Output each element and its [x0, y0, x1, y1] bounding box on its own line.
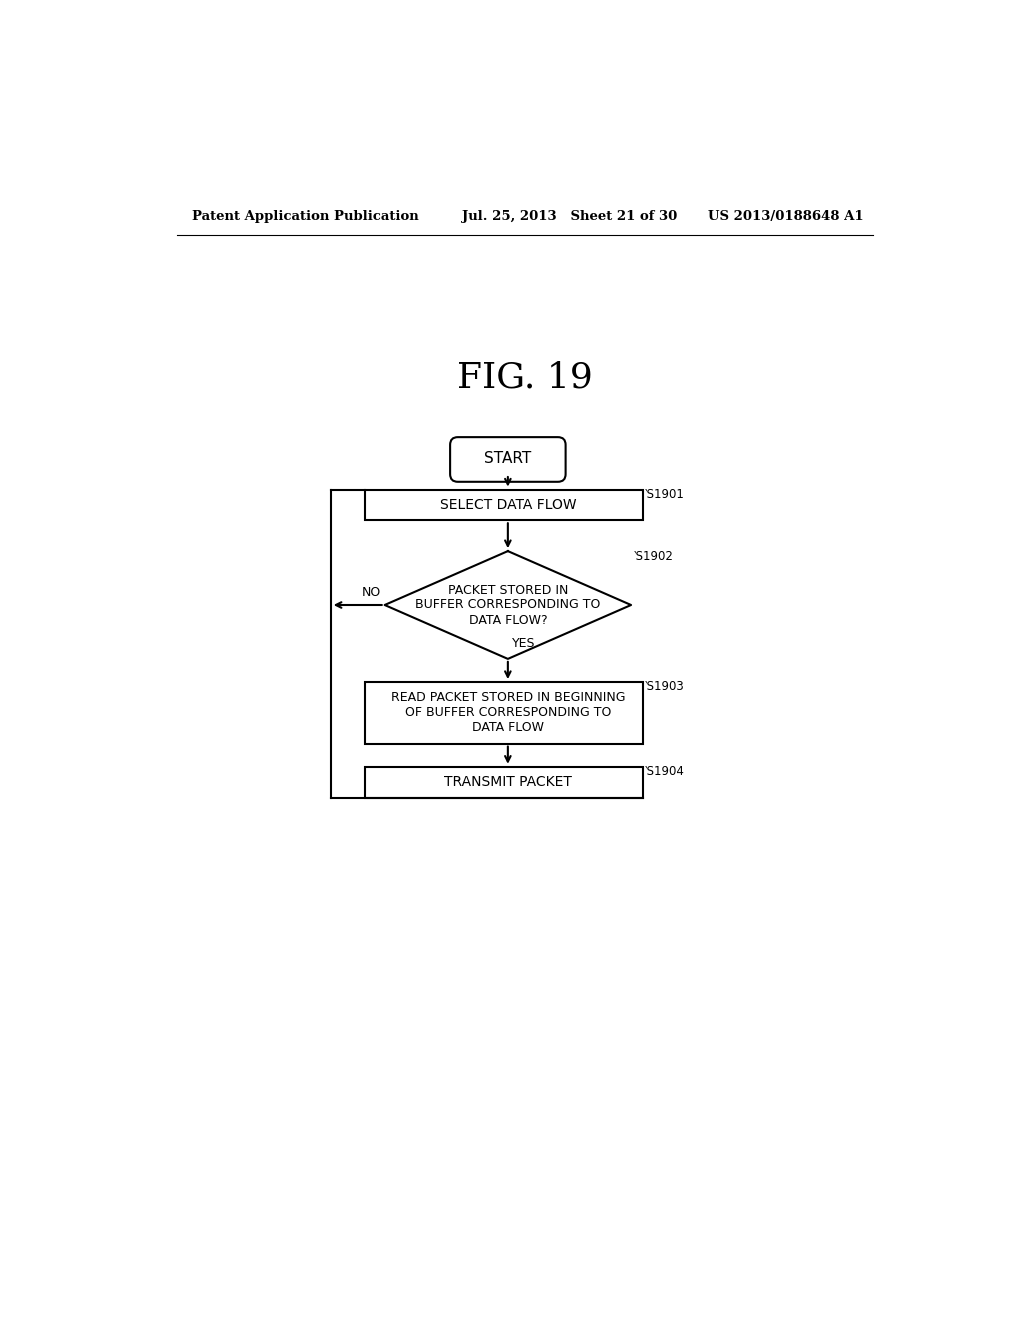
Text: YES: YES [512, 636, 536, 649]
Bar [366, 490, 643, 520]
Text: START: START [484, 451, 531, 466]
Text: ‵S1901: ‵S1901 [645, 488, 685, 502]
Text: PACKET STORED IN
BUFFER CORRESPONDING TO
DATA FLOW?: PACKET STORED IN BUFFER CORRESPONDING TO… [415, 583, 600, 627]
Bar [366, 767, 643, 797]
Polygon shape [385, 552, 631, 659]
Text: READ PACKET STORED IN BEGINNING
OF BUFFER CORRESPONDING TO
DATA FLOW: READ PACKET STORED IN BEGINNING OF BUFFE… [390, 692, 625, 734]
Text: ‵S1903: ‵S1903 [645, 681, 685, 693]
Text: ‵S1902: ‵S1902 [634, 549, 673, 562]
Text: NO: NO [361, 586, 381, 599]
Text: Jul. 25, 2013   Sheet 21 of 30: Jul. 25, 2013 Sheet 21 of 30 [462, 210, 677, 223]
Text: TRANSMIT PACKET: TRANSMIT PACKET [444, 775, 571, 789]
Text: ‵S1904: ‵S1904 [645, 766, 685, 779]
Text: FIG. 19: FIG. 19 [457, 360, 593, 395]
Text: Patent Application Publication: Patent Application Publication [193, 210, 419, 223]
Bar [366, 682, 643, 743]
Text: SELECT DATA FLOW: SELECT DATA FLOW [439, 498, 577, 512]
FancyBboxPatch shape [451, 437, 565, 482]
Text: US 2013/0188648 A1: US 2013/0188648 A1 [708, 210, 863, 223]
